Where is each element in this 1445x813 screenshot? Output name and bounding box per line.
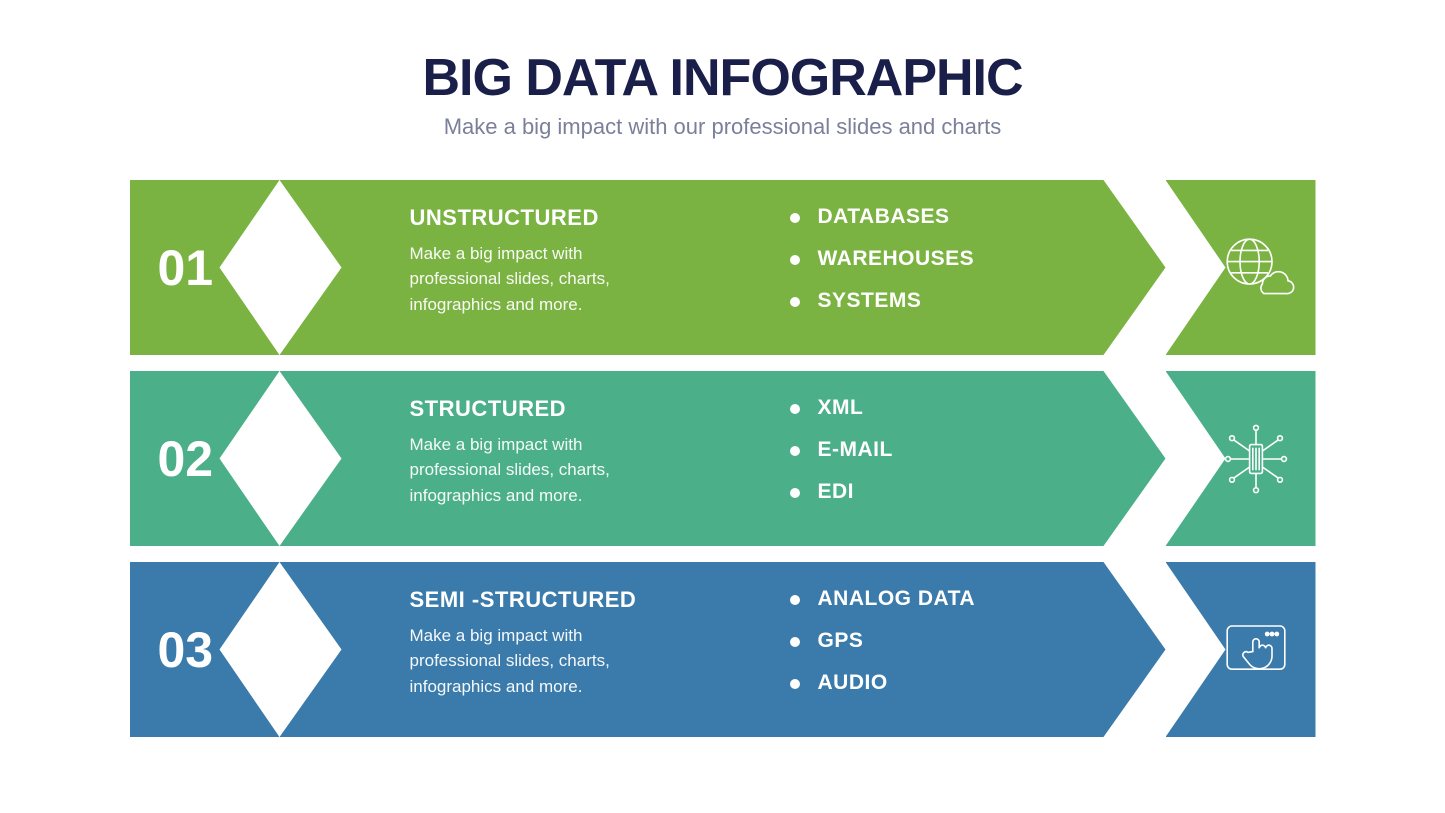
text-column: UNSTRUCTURED Make a big impact with prof… (410, 205, 730, 331)
bullet-item: WAREHOUSES (790, 247, 975, 271)
icon-block (1166, 371, 1316, 546)
header: BIG DATA INFOGRAPHIC Make a big impact w… (0, 0, 1445, 140)
bullet-column: XML E-MAIL EDI (730, 396, 893, 522)
bullet-column: DATABASES WAREHOUSES SYSTEMS (730, 205, 975, 331)
icon-block (1166, 180, 1316, 355)
row-heading: UNSTRUCTURED (410, 205, 730, 231)
number-block: 01 (130, 180, 280, 355)
bullet-item: AUDIO (790, 671, 976, 695)
bullet-item: SYSTEMS (790, 289, 975, 313)
text-column: STRUCTURED Make a big impact with profes… (410, 396, 730, 522)
page-subtitle: Make a big impact with our professional … (0, 114, 1445, 140)
row-heading: STRUCTURED (410, 396, 730, 422)
row-number: 01 (158, 239, 214, 297)
touch-screen-icon (1216, 610, 1296, 690)
row-number: 02 (158, 430, 214, 488)
icon-block (1166, 562, 1316, 737)
bullet-item: EDI (790, 480, 893, 504)
main-block: SEMI -STRUCTURED Make a big impact with … (280, 562, 1166, 737)
row-unstructured: 01 UNSTRUCTURED Make a big impact with p… (130, 180, 1316, 355)
globe-cloud-icon (1216, 228, 1296, 308)
bullet-item: ANALOG DATA (790, 587, 976, 611)
bullet-column: ANALOG DATA GPS AUDIO (730, 587, 976, 713)
row-semistructured: 03 SEMI -STRUCTURED Make a big impact wi… (130, 562, 1316, 737)
main-block: UNSTRUCTURED Make a big impact with prof… (280, 180, 1166, 355)
bullet-item: GPS (790, 629, 976, 653)
number-block: 02 (130, 371, 280, 546)
row-structured: 02 STRUCTURED Make a big impact with pro… (130, 371, 1316, 546)
text-column: SEMI -STRUCTURED Make a big impact with … (410, 587, 730, 713)
number-block: 03 (130, 562, 280, 737)
row-description: Make a big impact with professional slid… (410, 623, 670, 700)
main-block: STRUCTURED Make a big impact with profes… (280, 371, 1166, 546)
row-number: 03 (158, 621, 214, 679)
bullet-item: XML (790, 396, 893, 420)
row-description: Make a big impact with professional slid… (410, 432, 670, 509)
infographic-rows: 01 UNSTRUCTURED Make a big impact with p… (130, 180, 1316, 737)
bullet-item: DATABASES (790, 205, 975, 229)
bullet-item: E-MAIL (790, 438, 893, 462)
page-title: BIG DATA INFOGRAPHIC (0, 48, 1445, 108)
row-description: Make a big impact with professional slid… (410, 241, 670, 318)
circuit-chip-icon (1216, 419, 1296, 499)
row-heading: SEMI -STRUCTURED (410, 587, 730, 613)
